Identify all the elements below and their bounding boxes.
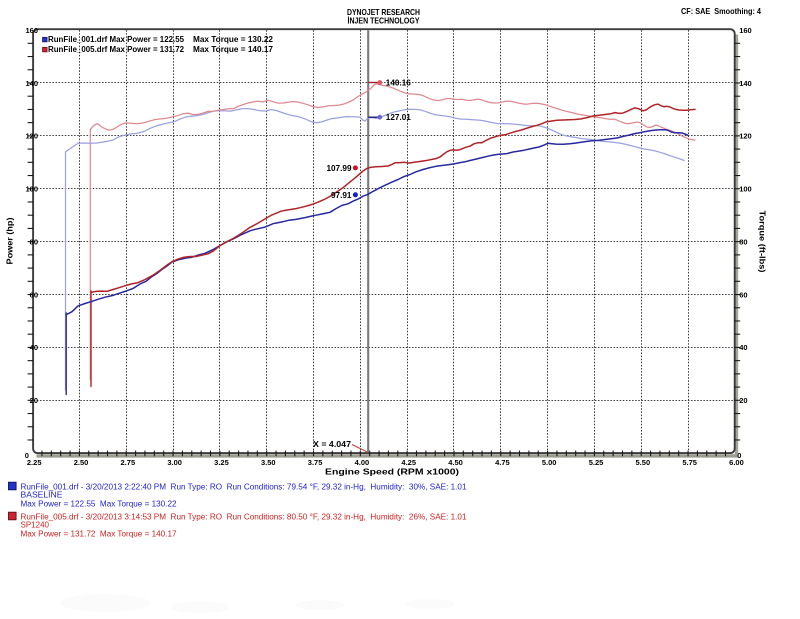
svg-text:160: 160 [739, 26, 752, 35]
svg-text:2.50: 2.50 [74, 458, 89, 467]
svg-text:İNJEN TECHNOLOGY: İNJEN TECHNOLOGY [348, 16, 421, 25]
svg-text:RunFile_005.drf - 3/20/2013 3:: RunFile_005.drf - 3/20/2013 3:14:53 PM R… [21, 512, 468, 521]
svg-text:6.00: 6.00 [729, 458, 744, 467]
svg-text:Engine Speed (RPM x1000): Engine Speed (RPM x1000) [325, 467, 459, 476]
svg-text:SP1240: SP1240 [21, 521, 50, 530]
svg-text:Max Power = 131.72 Max Torque: Max Power = 131.72 Max Torque = 140.17 [21, 529, 178, 538]
svg-text:160: 160 [25, 26, 38, 35]
svg-text:100: 100 [739, 185, 752, 194]
svg-text:5.25: 5.25 [589, 458, 604, 467]
svg-text:Max Torque = 140.17: Max Torque = 140.17 [193, 45, 274, 54]
svg-text:3.25: 3.25 [214, 458, 229, 467]
svg-text:100: 100 [25, 185, 38, 194]
svg-text:2.25: 2.25 [27, 458, 42, 467]
svg-text:80: 80 [739, 237, 747, 246]
svg-text:4.75: 4.75 [495, 458, 510, 467]
svg-text:3.75: 3.75 [308, 458, 323, 467]
svg-text:X = 4.047: X = 4.047 [313, 440, 352, 449]
svg-text:60: 60 [30, 290, 38, 299]
svg-text:5.00: 5.00 [542, 458, 557, 467]
svg-text:3.50: 3.50 [261, 458, 276, 467]
svg-text:0: 0 [25, 451, 29, 460]
svg-text:4.50: 4.50 [448, 458, 463, 467]
svg-text:127.01: 127.01 [386, 113, 411, 122]
svg-text:80: 80 [30, 237, 38, 246]
svg-text:RunFile_001.drf - 3/20/2013 2:: RunFile_001.drf - 3/20/2013 2:22:40 PM R… [21, 482, 468, 491]
svg-text:107.99: 107.99 [326, 164, 351, 173]
svg-text:2.75: 2.75 [121, 458, 136, 467]
svg-text:97.91: 97.91 [331, 191, 352, 200]
svg-text:Max Power = 122.55 Max Torque: Max Power = 122.55 Max Torque = 130.22 [21, 499, 178, 508]
svg-text:BASELINE: BASELINE [21, 491, 63, 500]
svg-text:120: 120 [739, 132, 752, 141]
svg-text:DYNOJET RESEARCH: DYNOJET RESEARCH [347, 8, 420, 17]
svg-text:RunFile_005.drf Max Power = 13: RunFile_005.drf Max Power = 131.72 [48, 45, 185, 54]
svg-text:5.50: 5.50 [636, 458, 651, 467]
svg-text:140: 140 [25, 79, 38, 88]
svg-text:40: 40 [739, 343, 747, 352]
svg-text:4.00: 4.00 [355, 458, 370, 467]
svg-text:20: 20 [739, 396, 747, 405]
svg-text:4.25: 4.25 [401, 458, 416, 467]
svg-text:5.75: 5.75 [682, 458, 697, 467]
svg-text:3.00: 3.00 [167, 458, 182, 467]
svg-text:Max Torque = 130.22: Max Torque = 130.22 [193, 35, 274, 44]
svg-text:120: 120 [25, 132, 38, 141]
svg-text:40: 40 [30, 343, 38, 352]
svg-text:Power (hp): Power (hp) [6, 217, 15, 264]
svg-text:140.16: 140.16 [386, 78, 411, 87]
svg-text:RunFile_001.drf Max Power = 12: RunFile_001.drf Max Power = 122.55 [48, 35, 185, 44]
svg-text:CF: SAE Smoothing: 4: CF: SAE Smoothing: 4 [681, 7, 761, 16]
svg-text:0: 0 [737, 451, 741, 460]
svg-text:20: 20 [30, 396, 38, 405]
svg-text:60: 60 [739, 290, 747, 299]
svg-text:Torque (ft-lbs): Torque (ft-lbs) [758, 211, 767, 273]
svg-text:140: 140 [739, 79, 752, 88]
